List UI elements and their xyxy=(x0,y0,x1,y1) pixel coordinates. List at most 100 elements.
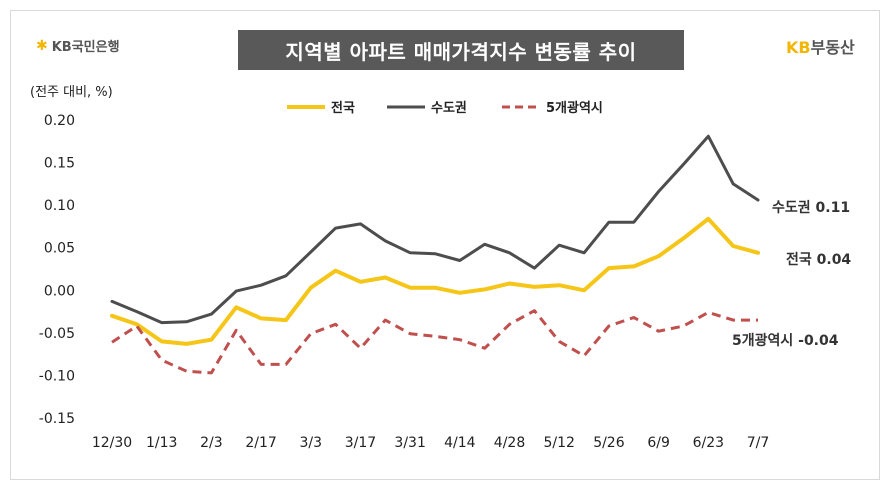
data-point xyxy=(136,310,138,312)
data-point xyxy=(707,311,709,313)
data-point xyxy=(459,259,461,261)
data-point xyxy=(682,325,684,327)
data-point xyxy=(459,338,461,340)
data-point xyxy=(682,237,684,239)
data-point xyxy=(633,265,635,267)
data-point xyxy=(185,370,187,372)
data-point xyxy=(384,276,386,278)
data-point xyxy=(210,372,212,374)
data-point xyxy=(235,290,237,292)
data-point xyxy=(310,287,312,289)
data-point xyxy=(359,223,361,225)
legend: 전국 수도권 5개광역시 xyxy=(287,100,603,116)
data-point xyxy=(210,313,212,315)
series-line-3 xyxy=(111,309,758,375)
chart-title-text: 지역별 아파트 매매가격지수 변동률 추이 xyxy=(285,39,637,64)
data-point xyxy=(434,335,436,337)
data-point xyxy=(633,316,635,318)
chart-title: 지역별 아파트 매매가격지수 변동률 추이 xyxy=(238,30,684,70)
x-tick-label: 4/28 xyxy=(494,435,525,451)
y-tick-label: 0.15 xyxy=(44,156,75,172)
x-tick-label: 12/30 xyxy=(92,435,132,451)
series-line-1 xyxy=(110,216,760,346)
data-point xyxy=(533,267,535,269)
x-tick-label: 3/31 xyxy=(394,435,425,451)
x-tick-label: 5/26 xyxy=(593,435,625,451)
end-label-3: 5개광역시 -0.04 xyxy=(732,332,839,349)
data-point xyxy=(285,363,287,365)
data-point xyxy=(583,355,585,357)
data-point xyxy=(732,245,734,247)
data-point xyxy=(260,363,262,365)
x-tick-label: 3/3 xyxy=(300,435,323,451)
data-point xyxy=(707,218,709,220)
data-point xyxy=(608,221,610,223)
end-label-1: 전국 0.04 xyxy=(786,251,851,268)
data-point xyxy=(409,252,411,254)
data-point xyxy=(508,282,510,284)
kb-bank-logo: ✱ KB국민은행 xyxy=(36,36,120,56)
kb-realestate-logo-text: 부동산 xyxy=(810,38,855,57)
y-tick-label: 0.00 xyxy=(44,283,75,299)
y-tick-label: -0.10 xyxy=(39,368,75,384)
data-point xyxy=(111,315,113,317)
series-line-2 xyxy=(110,134,760,325)
legend-label-2: 수도권 xyxy=(431,101,467,116)
kb-realestate-logo: KB부동산 xyxy=(786,34,855,58)
data-point xyxy=(285,275,287,277)
data-point xyxy=(285,319,287,321)
x-tick-label: 6/9 xyxy=(647,435,670,451)
data-point xyxy=(558,244,560,246)
data-point xyxy=(334,227,336,229)
data-point xyxy=(409,333,411,335)
x-tick-label: 2/17 xyxy=(245,435,276,451)
x-tick-label: 5/12 xyxy=(544,435,575,451)
data-point xyxy=(334,323,336,325)
data-point xyxy=(359,347,361,349)
y-unit-label: (전주 대비, %) xyxy=(30,85,113,100)
data-point xyxy=(533,310,535,312)
data-point xyxy=(483,347,485,349)
data-point xyxy=(384,240,386,242)
data-point xyxy=(260,317,262,319)
data-point xyxy=(185,321,187,323)
data-point xyxy=(310,251,312,253)
kb-realestate-logo-kb: KB xyxy=(786,38,811,57)
data-point xyxy=(508,323,510,325)
data-point xyxy=(111,300,113,302)
y-tick-label: 0.10 xyxy=(44,198,75,214)
data-point xyxy=(657,190,659,192)
data-point xyxy=(657,255,659,257)
data-point xyxy=(160,340,162,342)
data-point xyxy=(732,319,734,321)
data-point xyxy=(111,341,113,343)
data-point xyxy=(558,340,560,342)
y-tick-label: 0.05 xyxy=(44,241,75,257)
x-tick-label: 7/7 xyxy=(747,435,770,451)
data-point xyxy=(533,286,535,288)
data-point xyxy=(508,252,510,254)
data-point xyxy=(136,325,138,327)
kb-star-icon: ✱ xyxy=(36,37,48,54)
x-tick-label: 3/17 xyxy=(345,435,376,451)
data-point xyxy=(583,252,585,254)
data-point xyxy=(359,281,361,283)
data-point xyxy=(732,183,734,185)
data-point xyxy=(608,267,610,269)
y-tick-label: -0.15 xyxy=(39,411,75,427)
y-tick-label: 0.20 xyxy=(44,113,75,129)
series-group xyxy=(110,134,760,375)
data-point xyxy=(483,243,485,245)
data-point xyxy=(757,252,759,254)
end-labels: 전국 0.04 수도권 0.11 5개광역시 -0.04 xyxy=(732,200,851,349)
data-point xyxy=(583,289,585,291)
legend-label-1: 전국 xyxy=(331,100,355,116)
x-tick-label: 2/3 xyxy=(200,435,223,451)
kb-bank-logo-text: KB국민은행 xyxy=(51,40,120,55)
data-point xyxy=(434,252,436,254)
data-point xyxy=(334,270,336,272)
x-axis: 12/30 1/13 2/3 2/17 3/3 3/17 3/31 4/14 4/28 5/12 5… xyxy=(92,435,769,451)
legend-label-3: 5개광역시 xyxy=(546,100,603,116)
data-point xyxy=(757,319,759,321)
